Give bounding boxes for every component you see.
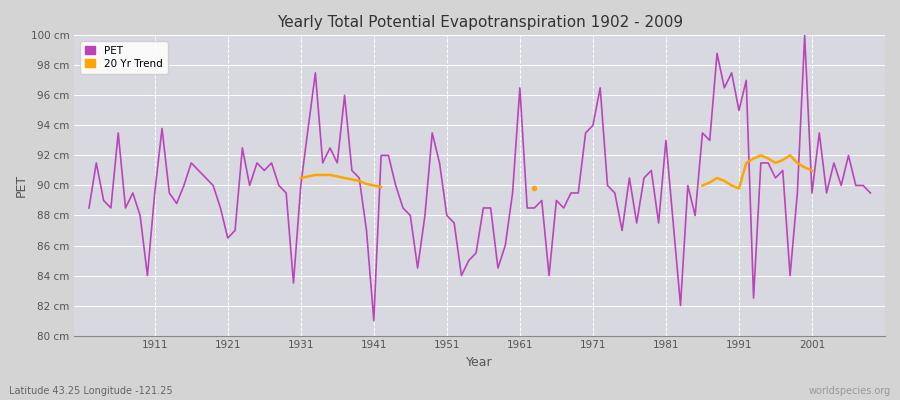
20 Yr Trend <box>354 178 364 183</box>
PET <box>865 190 876 195</box>
PET <box>368 318 379 323</box>
Text: worldspecies.org: worldspecies.org <box>809 386 891 396</box>
Text: Latitude 43.25 Longitude -121.25: Latitude 43.25 Longitude -121.25 <box>9 386 173 396</box>
Line: PET: PET <box>89 35 870 320</box>
20 Yr Trend <box>295 176 306 180</box>
PET <box>208 183 219 188</box>
Title: Yearly Total Potential Evapotranspiration 1902 - 2009: Yearly Total Potential Evapotranspiratio… <box>276 15 683 30</box>
20 Yr Trend <box>325 172 336 177</box>
Line: 20 Yr Trend: 20 Yr Trend <box>301 175 381 187</box>
20 Yr Trend <box>318 172 328 177</box>
20 Yr Trend <box>361 182 372 186</box>
20 Yr Trend <box>339 176 350 180</box>
PET <box>84 206 94 210</box>
X-axis label: Year: Year <box>466 356 493 369</box>
PET <box>456 273 467 278</box>
20 Yr Trend <box>310 172 320 177</box>
20 Yr Trend <box>332 174 343 179</box>
PET <box>778 168 788 173</box>
PET <box>799 33 810 38</box>
PET <box>712 51 723 56</box>
20 Yr Trend <box>368 183 379 188</box>
20 Yr Trend <box>302 174 313 179</box>
Y-axis label: PET: PET <box>15 174 28 197</box>
PET <box>763 160 774 165</box>
Legend: PET, 20 Yr Trend: PET, 20 Yr Trend <box>79 40 167 74</box>
PET <box>164 190 175 195</box>
20 Yr Trend <box>346 177 357 182</box>
20 Yr Trend <box>375 184 386 189</box>
